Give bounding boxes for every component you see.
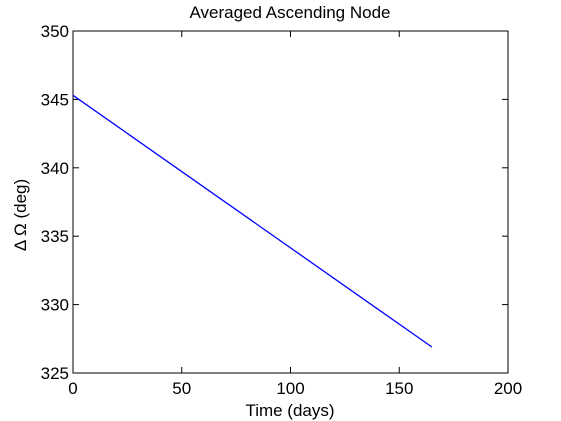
y-tick-label: 340 xyxy=(41,159,69,178)
x-tick-label: 200 xyxy=(494,379,522,398)
chart-title: Averaged Ascending Node xyxy=(189,3,390,22)
series-layer xyxy=(72,94,433,348)
y-tick-label: 335 xyxy=(41,227,69,246)
x-tick-label: 50 xyxy=(172,379,191,398)
y-axis-label: Δ Ω (deg) xyxy=(11,179,30,251)
series-line xyxy=(72,94,433,348)
x-tick-label: 150 xyxy=(385,379,413,398)
x-axis-label: Time (days) xyxy=(245,401,334,420)
y-tick-label: 350 xyxy=(41,22,69,41)
y-tick-label: 330 xyxy=(41,296,69,315)
x-tick-label: 100 xyxy=(276,379,304,398)
y-tick-label: 325 xyxy=(41,364,69,383)
x-axis: 0 50 100 150 200 xyxy=(68,31,522,398)
plot-area xyxy=(72,30,509,374)
y-tick-label: 345 xyxy=(41,90,69,109)
x-tick-label: 0 xyxy=(68,379,77,398)
y-axis: 325 330 335 340 345 350 xyxy=(41,22,508,383)
